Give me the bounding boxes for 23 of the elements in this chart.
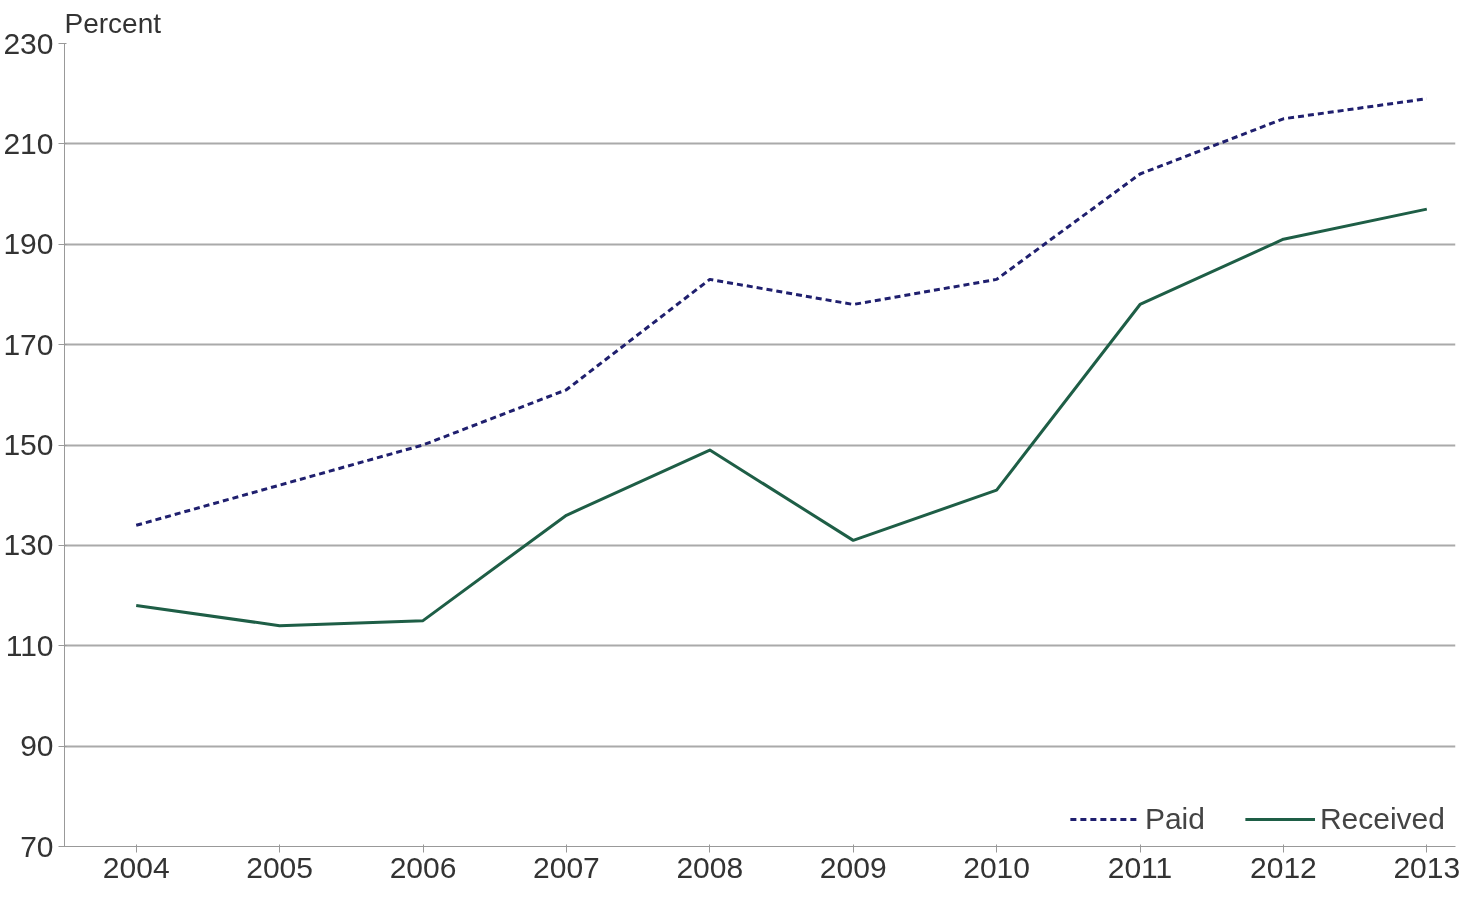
x-tick-label: 2011	[1107, 850, 1173, 884]
x-tick-label: 2010	[963, 850, 1030, 884]
line-series	[134, 207, 1429, 628]
x-tick-label: 2005	[246, 850, 313, 884]
x-tick-label: 2008	[676, 850, 744, 884]
x-tick-label: 2007	[533, 850, 600, 884]
legend-label: Received	[1319, 802, 1445, 836]
y-tick-label: 150	[3, 428, 54, 461]
y-axis-title: Percent	[64, 7, 162, 39]
y-tick-label: 90	[20, 729, 54, 763]
y-tick-label: 210	[3, 126, 54, 160]
y-tick-label: 130	[3, 528, 54, 562]
y-tick-label: 70	[20, 829, 54, 863]
x-tick-label: 2006	[389, 850, 457, 884]
y-tick-label: 110	[5, 628, 54, 662]
y-tick-label: 190	[3, 227, 54, 261]
legend-label: Paid	[1144, 802, 1205, 836]
x-tick-label: 2012	[1250, 850, 1317, 884]
x-tick-label: 2013	[1393, 850, 1461, 884]
y-tick-label: 230	[3, 26, 54, 60]
y-tick-label: 170	[3, 327, 54, 361]
x-tick-label: 2009	[819, 850, 887, 884]
x-tick-label: 2004	[102, 850, 170, 884]
